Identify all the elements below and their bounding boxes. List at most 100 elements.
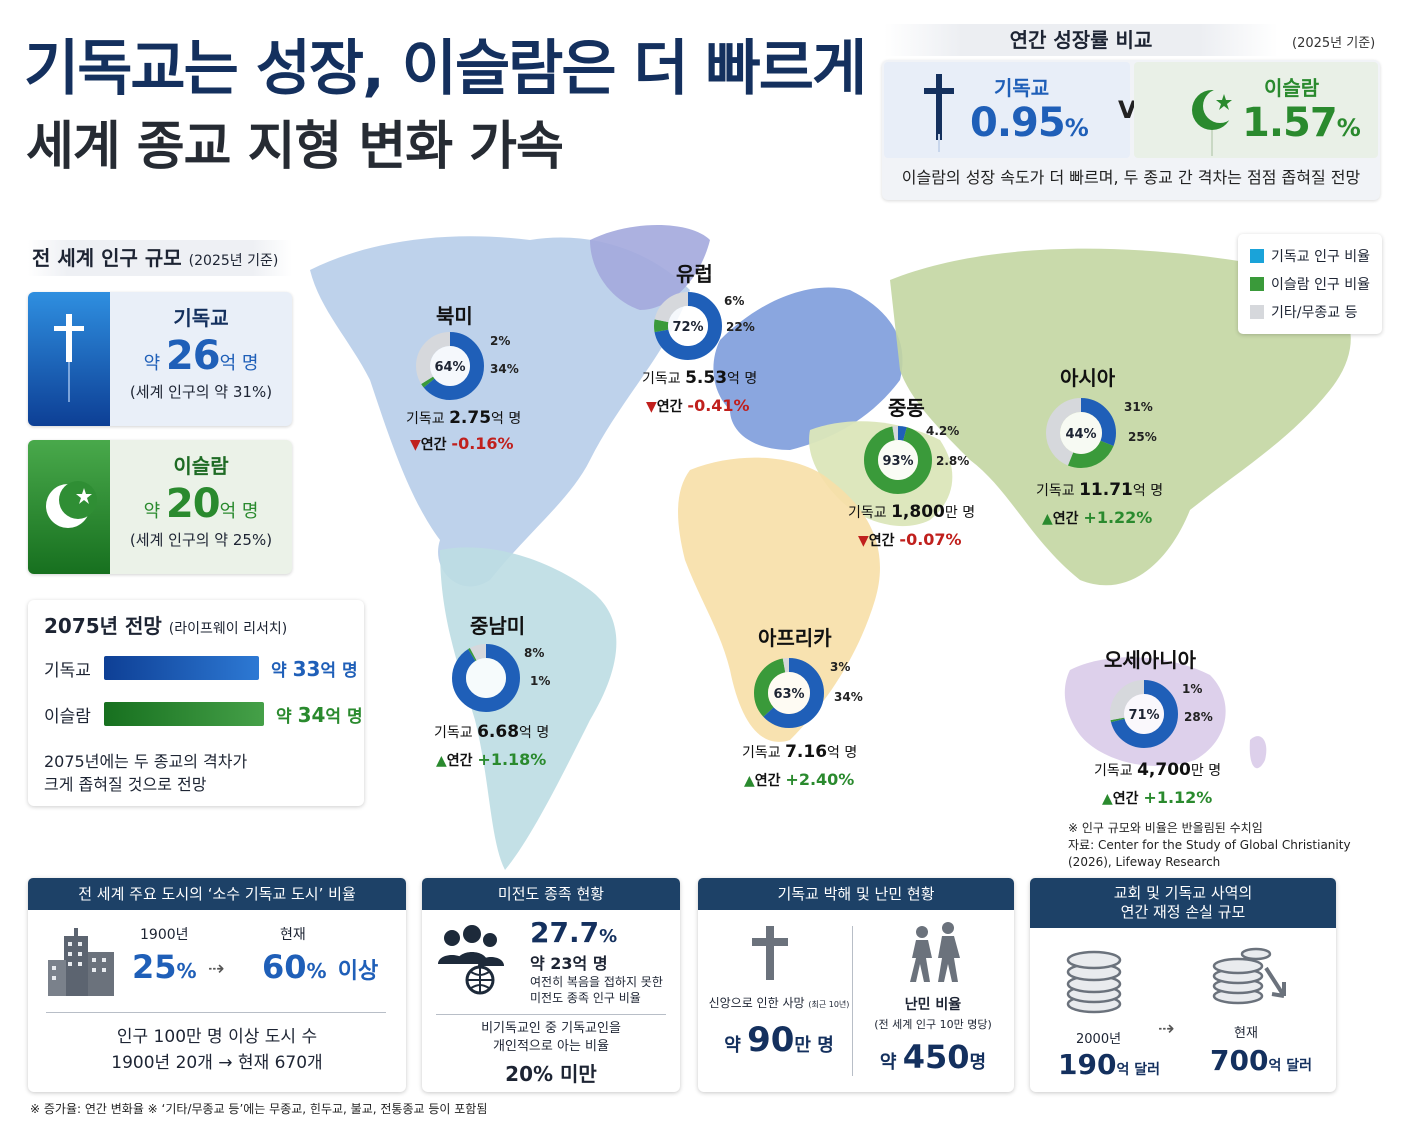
donut-hole-north-america [430, 346, 470, 386]
down-arrow-icon: ▼ [646, 399, 657, 415]
population-title: 전 세계 인구 규모 (2025년 기준) [28, 240, 292, 276]
growth-compare-title: 연간 성장률 비교 [884, 24, 1278, 56]
growth-islam-card: 이슬람 1.57% [1134, 62, 1378, 158]
cross-icon [752, 926, 788, 980]
growth-compare-description: 이슬람의 성장 속도가 더 빠르며, 두 종교 간 격차는 점점 좁혀질 전망 [901, 168, 1361, 187]
region-title-north-america: 북미 [436, 304, 473, 328]
cities-now-label: 현재 [280, 927, 306, 943]
unreached-description: 여전히 복음을 접하지 못한 미전도 종족 인구 비율 [530, 975, 663, 1005]
donut-center-label-europe: 72% [672, 320, 703, 335]
donut-label-christian-asia: 31% [1124, 400, 1153, 414]
donut-slice-other-asia [1046, 398, 1116, 468]
donut-slice-other-middle-east [864, 426, 932, 494]
map-asia [890, 248, 1351, 586]
crescent-icon [28, 440, 110, 574]
down-arrow-icon: ▼ [858, 533, 869, 549]
region-title-africa: 아프리카 [758, 626, 832, 650]
up-arrow-icon: ▲ [436, 753, 447, 769]
donut-center-label-middle-east: 93% [882, 454, 913, 469]
map-north-america [310, 236, 690, 587]
region-title-latin-america: 중남미 [470, 614, 526, 638]
donut-label-other-oceania: 28% [1184, 710, 1213, 724]
legend-item-islam: 이슬람 인구 비율 [1250, 274, 1370, 294]
region-growth-europe: ▼연간 -0.41% [646, 396, 750, 415]
forecast-islam-value: 약 34억 명 [276, 703, 363, 727]
donut-label-christian-middle-east: 4.2% [926, 424, 960, 438]
donut-hole-europe [668, 306, 708, 346]
map-europe [713, 287, 903, 450]
growth-islam-value: 1.57% [1242, 100, 1361, 146]
donut-hole-asia [1060, 412, 1102, 454]
donut-slice-other-north-america [416, 332, 484, 400]
population-christianity-count: 약 26억 명 [143, 333, 259, 379]
region-christians-north-america: 기독교 2.75억 명 [406, 408, 522, 428]
population-islam-count: 약 20억 명 [143, 481, 259, 527]
up-arrow-icon: ▲ [1102, 791, 1113, 807]
panel-cities-title: 전 세계 주요 도시의 ‘소수 기독교 도시’ 비율 [28, 878, 406, 910]
donut-slice-islam-europe [654, 292, 722, 360]
city-buildings-icon [48, 928, 114, 996]
region-growth-latin-america: ▲연간 +1.18% [436, 750, 547, 769]
forecast-christianity-bar [104, 656, 259, 680]
donut-center-label-africa: 63% [773, 687, 804, 702]
panel-finance-title: 교회 및 기독교 사역의 연간 재정 손실 규모 [1030, 878, 1336, 928]
crescent-icon [1192, 89, 1237, 156]
region-christians-africa: 기독교 7.16억 명 [742, 742, 858, 762]
donut-label-other-latin-america: 8% [524, 646, 545, 660]
donut-label-islam-latin-america: 1% [530, 674, 551, 688]
growth-christianity-value: 0.95% [970, 100, 1089, 146]
sub-title: 세계 종교 지형 변화 가속 [26, 117, 564, 177]
donut-europe: 72% [654, 292, 722, 360]
growth-compare-note: (2025년 기준) [1292, 36, 1376, 51]
legend-item-other: 기타/무종교 등 [1250, 302, 1357, 322]
refugee-note: (전 세계 인구 10만 명당) [874, 1018, 992, 1031]
unreached-people: 약 23억 명 [530, 954, 608, 973]
forecast-title: 2075년 전망 (라이프웨이 리서치) [44, 614, 288, 638]
population-christianity-card: 기독교 약 26억 명 (세계 인구의 약 31%) [28, 292, 292, 426]
divider [46, 1012, 386, 1013]
panel-unreached-title: 미전도 종족 현황 [422, 878, 680, 910]
region-title-middle-east: 중동 [888, 396, 925, 420]
down-arrow-icon: ▼ [410, 437, 421, 453]
cross-icon [28, 292, 110, 426]
donut-center-label-oceania: 71% [1128, 708, 1159, 723]
donut-africa: 63% [754, 658, 824, 728]
refugee-walking-icon [910, 922, 960, 982]
map-south-america [440, 547, 617, 870]
cities-1900-value: 25% [132, 948, 197, 986]
finance-to-value: 700억 달러 [1210, 1044, 1312, 1077]
donut-label-islam-north-america: 2% [490, 334, 511, 348]
arrow-right-icon: ⇢ [208, 956, 225, 980]
people-globe-icon [438, 925, 504, 995]
region-growth-north-america: ▼연간 -0.16% [410, 434, 514, 453]
donut-label-other-africa: 3% [830, 660, 851, 674]
finance-from-label: 2000년 [1076, 1032, 1122, 1047]
forecast-christianity-value: 약 33억 명 [271, 657, 358, 681]
source-note: ※ 인구 규모와 비율은 반올림된 수치임 자료: Center for the … [1068, 821, 1351, 869]
population-christianity-name: 기독교 [173, 306, 229, 330]
donut-label-other-europe: 22% [726, 320, 755, 334]
cities-year-label: 1900년 [140, 927, 189, 943]
donut-slice-other-oceania [1110, 680, 1178, 748]
donut-latin-america [452, 644, 520, 712]
forecast-islam-bar [104, 702, 264, 726]
donut-slice-islam-asia [1046, 398, 1116, 468]
divider [436, 1014, 666, 1015]
martyr-value: 약 90만 명 [724, 1020, 834, 1060]
population-christianity-share: (세계 인구의 약 31%) [129, 383, 273, 401]
donut-hole-latin-america [466, 658, 506, 698]
legend-swatch-islam [1250, 277, 1264, 291]
region-growth-middle-east: ▼연간 -0.07% [858, 530, 962, 549]
donut-label-islam-asia: 25% [1128, 430, 1157, 444]
donut-label-islam-europe: 6% [724, 294, 745, 308]
donut-hole-middle-east [878, 440, 918, 480]
donut-slice-other-latin-america [452, 644, 520, 712]
donut-middle-east: 93% [864, 426, 932, 494]
coins-down-icon [1212, 947, 1286, 1005]
panel-cities: 전 세계 주요 도시의 ‘소수 기독교 도시’ 비율 1900년 25% ⇢ 현… [28, 878, 406, 1092]
growth-islam-label: 이슬람 [1264, 76, 1320, 100]
donut-center-label-north-america: 64% [434, 360, 465, 375]
panel-unreached: 미전도 종족 현황 27.7% 약 23억 명 여전히 복음을 접하지 못한 미전… [422, 878, 680, 1092]
panel-finance: 교회 및 기독교 사역의 연간 재정 손실 규모 2000년 190억 달러 ⇢ … [1030, 878, 1336, 1092]
refugee-value: 약 450명 [879, 1038, 987, 1076]
